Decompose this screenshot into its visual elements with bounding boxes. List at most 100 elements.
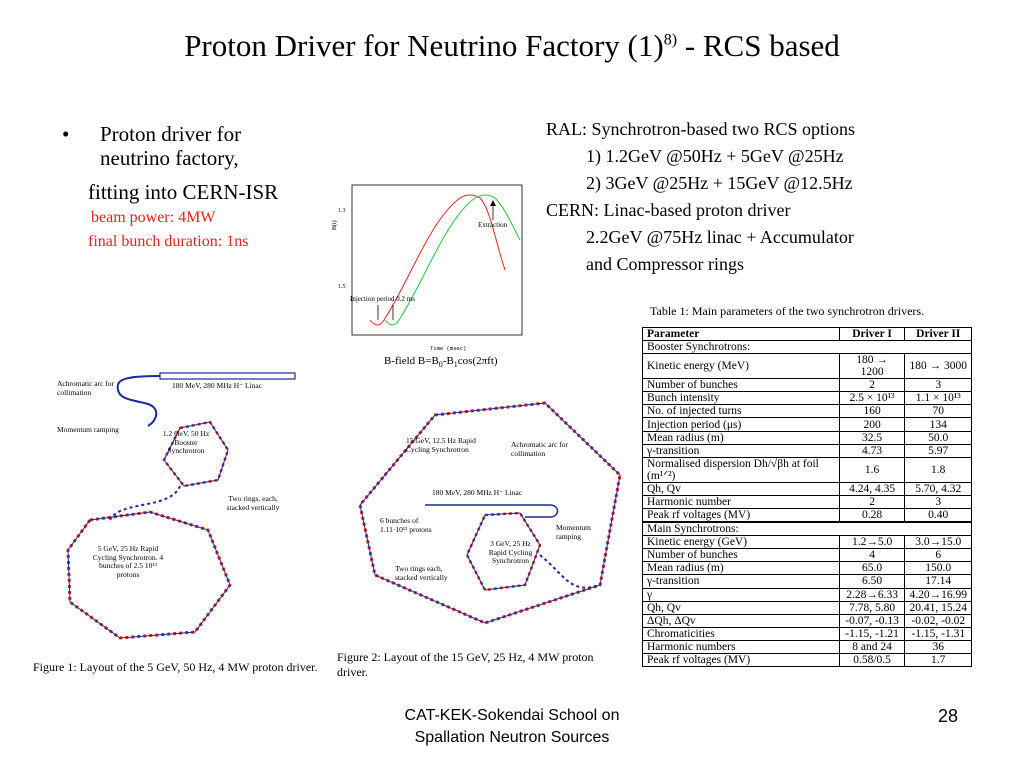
table-title: Table 1: Main parameters of the two sync… bbox=[650, 304, 925, 318]
param-value: 8 and 24 bbox=[838, 639, 906, 654]
param-value: 200 bbox=[838, 417, 906, 432]
red-curve bbox=[369, 194, 506, 326]
param-value: 4.20→16.99 bbox=[904, 587, 972, 602]
page-number: 28 bbox=[938, 706, 959, 726]
figure-1-caption: Figure 1: Layout of the 5 GeV, 50 Hz, 4 … bbox=[33, 660, 318, 674]
param-value: 50.0 bbox=[904, 430, 972, 445]
ylabel: B(t) bbox=[331, 220, 338, 230]
param-value: 17.14 bbox=[904, 574, 972, 589]
param-value: 32.5 bbox=[838, 430, 906, 445]
fig2-two-rings-label: Two rings each, stacked vertically bbox=[395, 564, 448, 582]
cern-option-2: and Compressor rings bbox=[586, 254, 744, 274]
param-value: 7.78, 5.80 bbox=[838, 600, 906, 615]
table-row: Normalised dispersion Dh/√βh at foil (m¹… bbox=[642, 456, 972, 483]
param-value: 4.24, 4.35 bbox=[838, 481, 906, 496]
table-row: Chromaticities -1.15, -1.21 -1.15, -1.31 bbox=[642, 626, 972, 641]
param-value: 1.6 bbox=[838, 456, 906, 483]
bullet-subtext: fitting into CERN-ISR bbox=[88, 180, 279, 204]
bfield-plot: 1.3 1.5 B(t) Extraction Injection period… bbox=[331, 184, 523, 352]
injection-label: Injection period 0.2 ms bbox=[350, 295, 415, 303]
plot-frame bbox=[351, 184, 523, 336]
table-row: γ-transition 4.73 5.97 bbox=[642, 443, 972, 458]
param-name: Normalised dispersion Dh/√βh at foil (m¹… bbox=[642, 456, 840, 483]
param-name: Peak rf voltages (MV) bbox=[642, 652, 840, 668]
param-value: 180 → 1200 bbox=[838, 353, 906, 380]
transfer-line bbox=[109, 485, 181, 521]
param-name: Injection period (μs) bbox=[642, 417, 840, 432]
param-value: 0.58/0.5 bbox=[838, 652, 906, 668]
fig2-ramping-label: Momentum ramping bbox=[556, 523, 591, 541]
table-row: Harmonic number 2 3 bbox=[642, 494, 972, 509]
param-value: 2 bbox=[838, 378, 906, 393]
param-name: Harmonic numbers bbox=[642, 639, 840, 654]
table-row: Peak rf voltages (MV) 0.58/0.5 1.7 bbox=[642, 652, 972, 668]
param-name: Number of bunches bbox=[642, 378, 840, 393]
param-value: 3 bbox=[904, 378, 972, 393]
bullet-text: Proton driver for neutrino factory, bbox=[100, 122, 242, 170]
table-row: ΔQh, ΔQv -0.07, -0.13 -0.02, -0.02 bbox=[642, 613, 972, 628]
param-value: -1.15, -1.21 bbox=[838, 626, 906, 641]
param-name: Qh, Qv bbox=[642, 600, 840, 615]
param-value: 0.40 bbox=[904, 507, 972, 523]
param-value: 1.1 × 10¹³ bbox=[904, 391, 972, 406]
fig2-achromatic-label: Achromatic arc for collimation bbox=[511, 440, 569, 458]
param-value: 4.73 bbox=[838, 443, 906, 458]
table-row: γ-transition 6.50 17.14 bbox=[642, 574, 972, 589]
param-value: 36 bbox=[904, 639, 972, 654]
param-name: Peak rf voltages (MV) bbox=[642, 507, 840, 523]
param-name: Qh, Qv bbox=[642, 481, 840, 496]
param-name: γ-transition bbox=[642, 574, 840, 589]
section-label: Main Synchrotrons: bbox=[642, 521, 972, 537]
param-value: 1.2→5.0 bbox=[838, 535, 906, 550]
param-value: 180 → 3000 bbox=[904, 353, 972, 380]
rcs15-ring-inner bbox=[359, 402, 621, 624]
param-value: 160 bbox=[838, 404, 906, 419]
extraction-label: Extraction bbox=[478, 221, 508, 229]
th-driver-1: Driver I bbox=[838, 326, 906, 342]
bullet-dot: • bbox=[62, 122, 70, 146]
param-value: 2.28→6.33 bbox=[838, 587, 906, 602]
table-row: Harmonic numbers 8 and 24 36 bbox=[642, 639, 972, 654]
fig1-main-label: 5 GeV, 25 Hz Rapid Cycling Synchrotron. … bbox=[92, 544, 164, 579]
fig2-bunches-label: 6 bunches of 1.11·10¹³ protons bbox=[380, 516, 432, 534]
ral-option-2: 2) 3GeV @25Hz + 15GeV @12.5Hz bbox=[586, 173, 853, 193]
th-parameter: Parameter bbox=[642, 326, 840, 342]
table-row: Injection period (μs) 200 134 bbox=[642, 417, 972, 432]
booster-ring-inner bbox=[163, 421, 229, 487]
cern-option-1: 2.2GeV @75Hz linac + Accumulator bbox=[586, 227, 854, 247]
options-text: RAL: Synchrotron-based two RCS options 1… bbox=[546, 116, 855, 278]
table-row: Peak rf voltages (MV) 0.28 0.40 bbox=[642, 507, 972, 523]
parameter-table: Parameter Driver I Driver II Booster Syn… bbox=[642, 326, 972, 668]
param-name: Bunch intensity bbox=[642, 391, 840, 406]
param-value: 150.0 bbox=[904, 561, 972, 576]
param-name: ΔQh, ΔQv bbox=[642, 613, 840, 628]
param-value: 1.8 bbox=[904, 456, 972, 483]
fig1-two-rings-label: Two rings, each, stacked vertically bbox=[226, 494, 280, 512]
footer-line-1: CAT-KEK-Sokendai School on bbox=[404, 707, 620, 724]
ral-line: RAL: Synchrotron-based two RCS options bbox=[546, 119, 855, 139]
figure-1-layout bbox=[66, 372, 296, 640]
fig1-booster-label: 1.2 GeV, 50 Hz Booster Synchrotron bbox=[162, 429, 210, 455]
param-name: γ bbox=[642, 587, 840, 602]
table-row: Bunch intensity 2.5 × 10¹³ 1.1 × 10¹³ bbox=[642, 391, 972, 406]
param-name: Mean radius (m) bbox=[642, 561, 840, 576]
param-value: 134 bbox=[904, 417, 972, 432]
title-suffix: - RCS based bbox=[677, 28, 840, 63]
injection-line bbox=[116, 375, 161, 427]
figure-2-caption: Figure 2: Layout of the 15 GeV, 25 Hz, 4… bbox=[337, 650, 594, 679]
param-value: 2.5 × 10¹³ bbox=[838, 391, 906, 406]
slide-title: Proton Driver for Neutrino Factory (1)8)… bbox=[0, 28, 1024, 64]
plot-caption: B-field B=B0-B1cos(2πft) bbox=[384, 355, 498, 370]
param-value: 3 bbox=[904, 494, 972, 509]
param-name: Number of bunches bbox=[642, 548, 840, 563]
param-value: -1.15, -1.31 bbox=[904, 626, 972, 641]
param-name: Mean radius (m) bbox=[642, 430, 840, 445]
param-value: 0.28 bbox=[838, 507, 906, 523]
title-main: Proton Driver for Neutrino Factory (1) bbox=[184, 28, 664, 63]
table-row: Qh, Qv 4.24, 4.35 5.70, 4.32 bbox=[642, 481, 972, 496]
param-name: No. of injected turns bbox=[642, 404, 840, 419]
param-value: 20.41, 15.24 bbox=[904, 600, 972, 615]
linac-line bbox=[159, 372, 296, 380]
fig1-linac-label: 180 MeV, 280 MHz H⁻ Linac bbox=[172, 381, 263, 390]
footer: CAT-KEK-Sokendai School on Spallation Ne… bbox=[352, 705, 672, 749]
